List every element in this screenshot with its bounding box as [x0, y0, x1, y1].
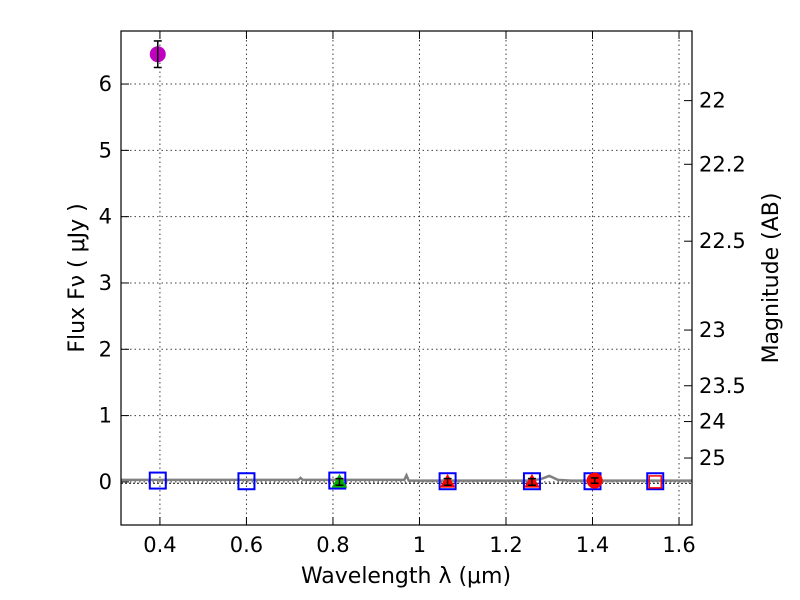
x-tick-label: 0.4: [143, 533, 176, 557]
model-box-marker: [438, 472, 457, 491]
x-tick-label: 1.2: [489, 533, 522, 557]
x-tick-label: 0.6: [230, 533, 263, 557]
y-tick-label: 0: [99, 470, 112, 494]
y2-tick-label: 22: [699, 89, 726, 113]
axis-ticks: 0.4 0.6 0.8 1 1.2 1.4 1.601234562222.222.52323…: [99, 31, 746, 557]
model-box-marker: [522, 472, 541, 491]
x-axis-title: Wavelength λ (μm): [301, 564, 511, 589]
y2-axis-title: Magnitude (AB): [759, 193, 784, 364]
y2-tick-label: 23.5: [699, 374, 746, 398]
y-tick-label: 6: [99, 72, 112, 96]
y-tick-label: 4: [99, 205, 112, 229]
plot-frame: [120, 30, 693, 526]
y-tick-label: 3: [99, 271, 112, 295]
model-box-marker: [646, 472, 665, 491]
x-tick-label: 1.4: [576, 533, 609, 557]
photometry-open-red-point: [648, 475, 662, 489]
grid-lines: [121, 31, 692, 525]
x-tick-label: 1: [413, 533, 426, 557]
x-tick-label: 0.8: [316, 533, 349, 557]
model-box-marker: [237, 472, 256, 491]
model-box-marker: [148, 471, 167, 490]
y2-tick-label: 22.5: [699, 229, 746, 253]
y-axis-title: Flux Fν ( μJy ): [65, 203, 90, 352]
y-tick-label: 1: [99, 404, 112, 428]
y2-tick-label: 24: [699, 410, 726, 434]
photometry-marker-layer: [149, 40, 662, 489]
model-box-marker: [328, 471, 347, 490]
y-tick-label: 2: [99, 337, 112, 361]
y-tick-label: 5: [99, 138, 112, 162]
y2-tick-label: 25: [699, 446, 726, 470]
model-spectrum-line: [121, 472, 692, 482]
y2-tick-label: 22.2: [699, 152, 746, 176]
model-line-layer: [121, 472, 692, 484]
y2-tick-label: 23: [699, 318, 726, 342]
x-tick-label: 1.6: [662, 533, 695, 557]
